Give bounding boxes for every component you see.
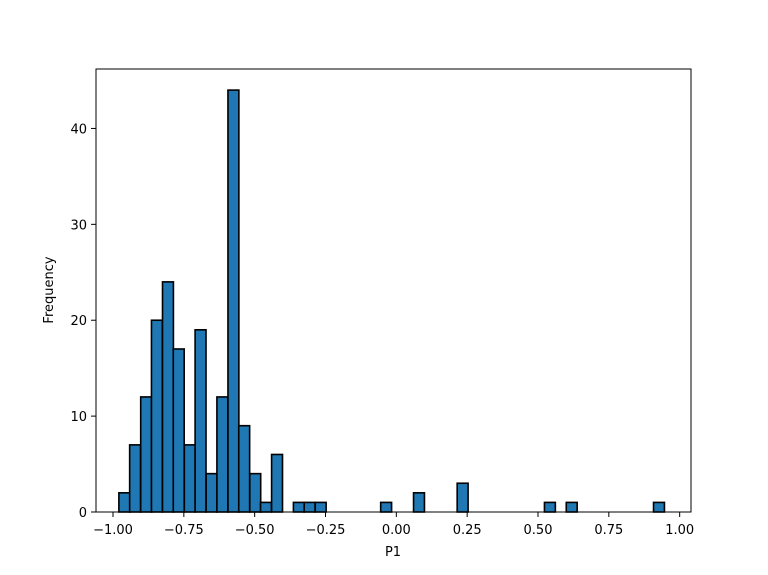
x-tick-label: 1.00 (665, 523, 694, 538)
bars-group (118, 89, 666, 513)
y-tick-label: 10 (70, 410, 87, 425)
histogram-bar (183, 444, 197, 513)
histogram-bar (270, 453, 284, 513)
histogram-bar (652, 501, 666, 513)
x-tick-label: 0.75 (594, 523, 623, 538)
x-tick-label: 0.25 (453, 523, 482, 538)
histogram-bar (543, 501, 557, 513)
histogram-bar (456, 482, 469, 513)
y-tick-label: 40 (70, 122, 87, 137)
histogram-bar (194, 329, 207, 513)
x-tick-label: −1.00 (93, 523, 133, 538)
y-tick-label: 30 (70, 218, 87, 233)
histogram-bar (237, 424, 251, 513)
x-tick-label: −0.75 (164, 523, 204, 538)
x-tick-label: 0.50 (524, 523, 553, 538)
histogram-bar (565, 501, 578, 513)
y-tick-label: 20 (70, 314, 87, 329)
histogram-bar (139, 396, 153, 513)
histogram-bar (227, 89, 240, 513)
histogram-bar (292, 501, 306, 513)
x-tick-label: −0.50 (235, 523, 275, 538)
x-axis-ticks: −1.00 −0.75 −0.50 −0.25 0.00 0.25 0.50 0.75 1.00 (93, 512, 694, 538)
y-axis-label: Frequency (42, 256, 57, 323)
histogram-bar (172, 348, 185, 513)
histogram-bar (150, 319, 164, 513)
histogram-bar (412, 492, 426, 513)
histogram-bar (161, 281, 175, 513)
y-axis-ticks: 0 10 20 30 40 (70, 122, 96, 521)
plot-frame (95, 68, 692, 513)
histogram-bar (205, 472, 218, 513)
histogram-bar (248, 472, 262, 513)
x-tick-label: 0.00 (382, 523, 411, 538)
x-axis-label: P1 (385, 545, 401, 560)
histogram-bar (216, 396, 229, 513)
histogram-bar (128, 444, 142, 513)
x-tick-label: −0.25 (306, 523, 346, 538)
histogram-bar (379, 501, 393, 513)
y-tick-label: 0 (79, 506, 87, 521)
histogram-bar (303, 501, 316, 513)
histogram-bar (118, 492, 131, 513)
histogram-bar (259, 501, 273, 513)
histogram-bar (314, 501, 327, 513)
